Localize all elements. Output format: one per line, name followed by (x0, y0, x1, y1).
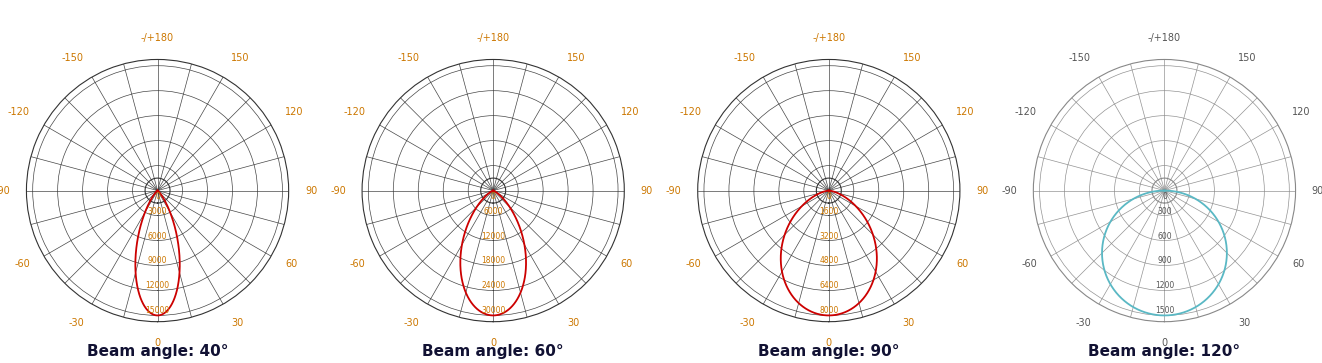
Text: -150: -150 (1068, 53, 1091, 63)
Text: -/+180: -/+180 (477, 33, 510, 43)
Text: 120: 120 (1292, 107, 1310, 117)
Text: 6000: 6000 (148, 232, 168, 241)
Text: 3000: 3000 (148, 207, 168, 216)
Text: -/+180: -/+180 (812, 33, 845, 43)
Text: 0: 0 (155, 338, 160, 348)
Text: 60: 60 (621, 259, 633, 269)
Text: 120: 120 (621, 107, 640, 117)
Text: 24000: 24000 (481, 281, 505, 290)
Text: -30: -30 (1075, 318, 1091, 328)
Text: -/+180: -/+180 (1147, 33, 1181, 43)
Text: 60: 60 (956, 259, 969, 269)
Text: 120: 120 (286, 107, 304, 117)
Text: 6400: 6400 (820, 281, 838, 290)
Text: 60: 60 (1292, 259, 1305, 269)
Text: -60: -60 (15, 259, 30, 269)
Text: -150: -150 (398, 53, 419, 63)
Text: -120: -120 (344, 107, 366, 117)
Text: 30: 30 (567, 318, 579, 328)
Text: 9000: 9000 (148, 257, 168, 265)
Text: 150: 150 (231, 53, 250, 63)
Text: -90: -90 (1001, 185, 1017, 196)
Text: 90: 90 (1311, 185, 1322, 196)
Text: 150: 150 (903, 53, 921, 63)
Text: 0: 0 (155, 192, 160, 201)
Text: 120: 120 (956, 107, 974, 117)
Text: -30: -30 (739, 318, 755, 328)
Text: -/+180: -/+180 (141, 33, 175, 43)
Text: -150: -150 (734, 53, 755, 63)
Text: -30: -30 (403, 318, 419, 328)
Text: -90: -90 (330, 185, 346, 196)
Text: 90: 90 (976, 185, 989, 196)
Text: 4800: 4800 (820, 257, 838, 265)
Text: -60: -60 (686, 259, 701, 269)
Text: 12000: 12000 (145, 281, 169, 290)
Title: Beam angle: 120°: Beam angle: 120° (1088, 344, 1240, 359)
Text: 12000: 12000 (481, 232, 505, 241)
Text: 30: 30 (1239, 318, 1251, 328)
Text: 0: 0 (826, 338, 832, 348)
Text: -120: -120 (8, 107, 30, 117)
Text: 1200: 1200 (1155, 281, 1174, 290)
Text: 8000: 8000 (820, 306, 838, 315)
Text: 6000: 6000 (484, 207, 502, 216)
Text: 15000: 15000 (145, 306, 169, 315)
Text: -30: -30 (69, 318, 83, 328)
Text: 18000: 18000 (481, 257, 505, 265)
Text: 30: 30 (231, 318, 243, 328)
Text: 300: 300 (1157, 207, 1171, 216)
Text: -150: -150 (62, 53, 83, 63)
Text: 0: 0 (1162, 192, 1167, 201)
Text: -90: -90 (666, 185, 681, 196)
Text: -60: -60 (350, 259, 366, 269)
Text: 150: 150 (1239, 53, 1257, 63)
Text: -120: -120 (1015, 107, 1036, 117)
Text: 30000: 30000 (481, 306, 505, 315)
Title: Beam angle: 60°: Beam angle: 60° (422, 344, 564, 359)
Text: 30: 30 (903, 318, 915, 328)
Text: 0: 0 (490, 338, 496, 348)
Text: 600: 600 (1157, 232, 1171, 241)
Text: 900: 900 (1157, 257, 1171, 265)
Text: 90: 90 (641, 185, 653, 196)
Text: 1600: 1600 (820, 207, 838, 216)
Text: 1500: 1500 (1154, 306, 1174, 315)
Text: -60: -60 (1021, 259, 1036, 269)
Text: 3200: 3200 (820, 232, 838, 241)
Title: Beam angle: 40°: Beam angle: 40° (87, 344, 229, 359)
Text: 60: 60 (286, 259, 297, 269)
Text: 90: 90 (305, 185, 317, 196)
Text: 0: 0 (826, 192, 832, 201)
Title: Beam angle: 90°: Beam angle: 90° (758, 344, 899, 359)
Text: -90: -90 (0, 185, 11, 196)
Text: -120: -120 (680, 107, 701, 117)
Text: 150: 150 (567, 53, 586, 63)
Text: 0: 0 (1162, 338, 1167, 348)
Text: 0: 0 (490, 192, 496, 201)
